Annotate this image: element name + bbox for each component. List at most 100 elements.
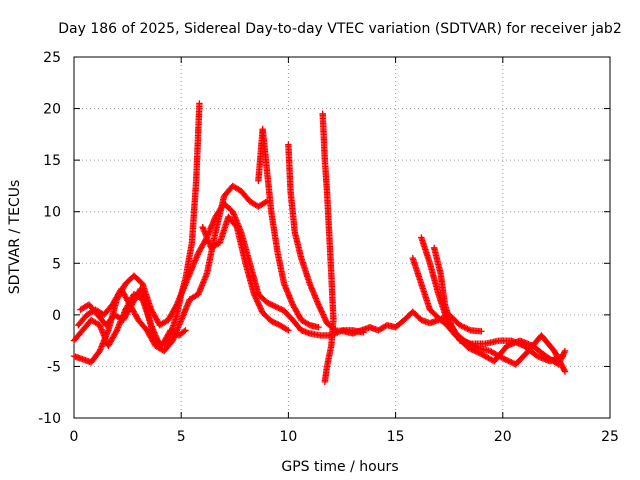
- data-point: [315, 301, 322, 308]
- data-point: [269, 318, 276, 325]
- data-point: [473, 348, 481, 356]
- series-arc-4: [255, 126, 322, 331]
- data-point: [256, 302, 263, 309]
- data-point: [232, 222, 240, 230]
- data-point: [251, 292, 258, 299]
- data-point: [316, 304, 323, 311]
- data-point: [254, 299, 262, 306]
- data-point: [320, 312, 327, 320]
- data-point: [273, 320, 281, 327]
- data-point: [181, 328, 188, 335]
- data-point: [502, 356, 509, 363]
- data-point: [263, 299, 271, 306]
- grid-lines: [74, 57, 610, 418]
- data-point: [254, 298, 261, 305]
- series-arc-5: [285, 141, 485, 337]
- data-point: [182, 327, 189, 334]
- data-point: [321, 314, 328, 321]
- data-point: [468, 346, 475, 353]
- data-point: [561, 367, 568, 374]
- data-point: [255, 301, 262, 308]
- x-tick-label: 0: [70, 429, 79, 445]
- data-point: [112, 328, 120, 335]
- data-point: [317, 305, 324, 313]
- data-point: [285, 327, 292, 334]
- y-tick-label: 25: [43, 50, 61, 66]
- x-tick-label: 25: [601, 429, 619, 445]
- data-point: [319, 311, 327, 318]
- data-point: [305, 321, 312, 328]
- data-point: [268, 301, 275, 308]
- data-point: [472, 348, 479, 355]
- data-point: [478, 328, 485, 335]
- data-point: [266, 300, 274, 308]
- data-point: [196, 100, 203, 107]
- series-arc-6: [319, 110, 337, 386]
- x-tick-label: 15: [387, 429, 405, 445]
- data-point: [471, 347, 478, 354]
- data-point: [559, 352, 567, 360]
- data-point: [273, 304, 281, 311]
- data-point: [275, 304, 282, 312]
- data-point: [270, 302, 278, 310]
- x-tick-label: 5: [177, 429, 186, 445]
- data-point: [469, 346, 476, 354]
- data-point: [322, 317, 329, 324]
- data-point: [252, 295, 260, 302]
- data-point: [268, 317, 275, 325]
- x-axis-label: GPS time / hours: [281, 459, 398, 475]
- data-point: [321, 315, 329, 323]
- data-point: [561, 347, 569, 355]
- data-point: [503, 357, 511, 364]
- chart-title: Day 186 of 2025, Sidereal Day-to-day VTE…: [58, 21, 621, 37]
- data-point: [315, 302, 323, 310]
- y-tick-label: 5: [52, 256, 61, 272]
- axis-ticks: [73, 56, 611, 419]
- data-point: [272, 319, 279, 327]
- data-point: [252, 293, 259, 301]
- y-tick-label: -5: [47, 359, 61, 375]
- series-arc-7: [199, 213, 292, 334]
- y-tick-label: 10: [43, 205, 61, 221]
- y-tick-label: -10: [38, 411, 61, 427]
- data-point: [272, 303, 279, 310]
- data-point: [269, 302, 276, 309]
- x-tick-label: 20: [494, 429, 512, 445]
- y-tick-label: 20: [43, 102, 61, 118]
- series-arc-10: [430, 244, 567, 365]
- data-point: [505, 357, 512, 365]
- y-tick-labels: -10 -5 0 5 10 15 20 25: [38, 50, 61, 427]
- data-point: [318, 308, 325, 315]
- data-point: [172, 302, 180, 310]
- data-point: [253, 296, 260, 304]
- x-tick-label: 10: [279, 429, 297, 445]
- data-point: [250, 291, 258, 298]
- plot-frame: [73, 56, 611, 419]
- data-points: [70, 100, 569, 386]
- data-point: [256, 303, 264, 311]
- y-tick-label: 0: [52, 308, 61, 324]
- data-point: [270, 319, 278, 326]
- x-tick-labels: 0 5 10 15 20 25: [70, 429, 619, 445]
- y-tick-label: 15: [43, 153, 61, 169]
- data-point: [278, 306, 285, 313]
- data-point: [258, 306, 265, 314]
- data-point: [276, 305, 284, 312]
- data-point: [283, 326, 291, 333]
- data-point: [475, 349, 482, 356]
- data-point: [315, 324, 322, 331]
- data-point: [317, 307, 325, 314]
- series-arc-11: [77, 285, 189, 349]
- data-point: [319, 309, 326, 317]
- y-axis-label: SDTVAR / TECUs: [7, 180, 23, 295]
- data-point: [265, 299, 272, 307]
- data-point: [561, 368, 569, 375]
- data-point: [257, 305, 264, 312]
- data-point: [501, 355, 508, 363]
- data-point: [321, 378, 329, 386]
- data-point: [508, 359, 515, 366]
- data-point: [466, 345, 474, 352]
- data-point: [506, 358, 514, 365]
- data-point: [499, 354, 506, 362]
